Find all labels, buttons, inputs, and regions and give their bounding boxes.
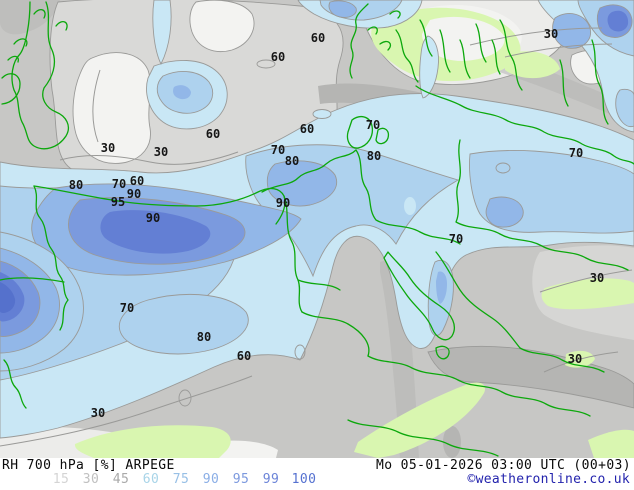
legend-value: 95 — [232, 472, 250, 487]
copyright-credit: ©weatheronline.co.uk — [467, 472, 630, 487]
contour-label: 30 — [544, 27, 558, 41]
run-timestamp: Mo 05-01-2026 03:00 UTC (00+03) — [375, 458, 631, 473]
legend-value: 15 — [52, 472, 70, 487]
contour-label: 30 — [590, 271, 604, 285]
contour-label: 60 — [130, 174, 144, 188]
humidity-blue-layer — [0, 0, 634, 439]
contour-label: 70 — [112, 177, 126, 191]
contour-label: 60 — [206, 127, 220, 141]
contour-label: 80 — [69, 178, 83, 192]
contour-label: 60 — [311, 31, 325, 45]
contour-label: 90 — [276, 196, 290, 210]
legend-value: 45 — [112, 472, 130, 487]
legend-scale: 15 30 45 60 75 90 95 99 100 — [46, 473, 322, 487]
legend-value: 99 — [262, 472, 280, 487]
legend-value: 90 — [202, 472, 220, 487]
contour-label: 70 — [449, 232, 463, 246]
contour-label: 30 — [154, 145, 168, 159]
contour-label: 30 — [91, 406, 105, 420]
contour-label: 90 — [146, 211, 160, 225]
contour-label: 30 — [101, 141, 115, 155]
contour-label: 60 — [237, 349, 251, 363]
contour-label: 70 — [120, 301, 134, 315]
legend-value: 60 — [142, 472, 160, 487]
legend-value: 30 — [82, 472, 100, 487]
contour-label: 60 — [300, 122, 314, 136]
legend-value: 75 — [172, 472, 190, 487]
contour-label: 80 — [197, 330, 211, 344]
legend-value: 100 — [291, 472, 317, 487]
contour-label: 80 — [285, 154, 299, 168]
map-title: RH 700 hPa [%] ARPEGE — [2, 458, 175, 473]
contour-label: 70 — [366, 118, 380, 132]
very-dry-green-layer — [74, 7, 634, 458]
contour-label: 70 — [271, 143, 285, 157]
contour-label: 60 — [271, 50, 285, 64]
contour-label: 30 — [568, 352, 582, 366]
contour-label: 70 — [569, 146, 583, 160]
contour-label: 80 — [367, 149, 381, 163]
contour-lines-layer — [0, 27, 633, 447]
coastlines-layer — [0, 1, 634, 457]
contour-label: 90 — [127, 187, 141, 201]
info-bar: RH 700 hPa [%] ARPEGE Mo 05-01-2026 03:0… — [0, 458, 634, 490]
contour-label: 95 — [111, 195, 125, 209]
